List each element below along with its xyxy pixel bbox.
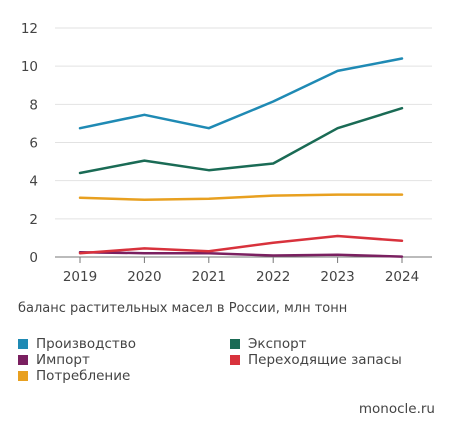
x-tick-label: 2024 — [385, 269, 419, 285]
legend-label: Импорт — [36, 352, 90, 368]
legend-swatch — [230, 355, 240, 365]
x-tick-label: 2019 — [63, 269, 97, 285]
legend-item-production: Производство — [18, 336, 136, 352]
y-tick-label: 6 — [29, 136, 38, 152]
y-tick-label: 4 — [29, 174, 38, 190]
legend-label: Потребление — [36, 368, 131, 384]
legend-item-export: Экспорт — [230, 336, 307, 352]
legend-item-consumption: Потребление — [18, 368, 130, 384]
y-tick-label: 12 — [21, 21, 38, 37]
y-tick-label: 8 — [29, 97, 38, 113]
series-line — [78, 106, 404, 175]
x-tick-label: 2021 — [192, 269, 226, 285]
x-tick-label: 2023 — [320, 269, 354, 285]
series-line — [78, 234, 404, 255]
y-tick-label: 2 — [29, 212, 38, 228]
y-tick-label: 10 — [21, 59, 38, 75]
legend: Производство Экспорт Импорт Переходящие … — [18, 336, 438, 386]
legend-label: Производство — [36, 336, 136, 352]
legend-swatch — [18, 371, 28, 381]
series-line — [78, 193, 404, 202]
chart-caption: баланс растительных масел в России, млн … — [18, 301, 348, 316]
line-chart: 0 2 4 6 8 10 12 2019 2020 2021 2022 2023 2024 — [21, 21, 432, 285]
y-tick-label: 0 — [29, 250, 38, 266]
y-axis-tick-labels: 0 2 4 6 8 10 12 — [21, 21, 38, 266]
gridlines — [55, 27, 432, 258]
legend-item-import: Импорт — [18, 352, 90, 368]
series-lines — [78, 57, 404, 258]
x-tick-label: 2020 — [127, 269, 161, 285]
x-tick-label: 2022 — [256, 269, 290, 285]
x-axis-tick-labels: 2019 2020 2021 2022 2023 2024 — [63, 257, 419, 285]
legend-label: Экспорт — [248, 336, 307, 352]
legend-label: Переходящие запасы — [248, 352, 402, 368]
legend-swatch — [230, 339, 240, 349]
source-label: monocle.ru — [358, 401, 435, 417]
legend-swatch — [18, 339, 28, 349]
legend-item-carryover-stocks: Переходящие запасы — [230, 352, 402, 368]
series-line — [78, 57, 404, 130]
series-line — [78, 250, 404, 258]
legend-swatch — [18, 355, 28, 365]
